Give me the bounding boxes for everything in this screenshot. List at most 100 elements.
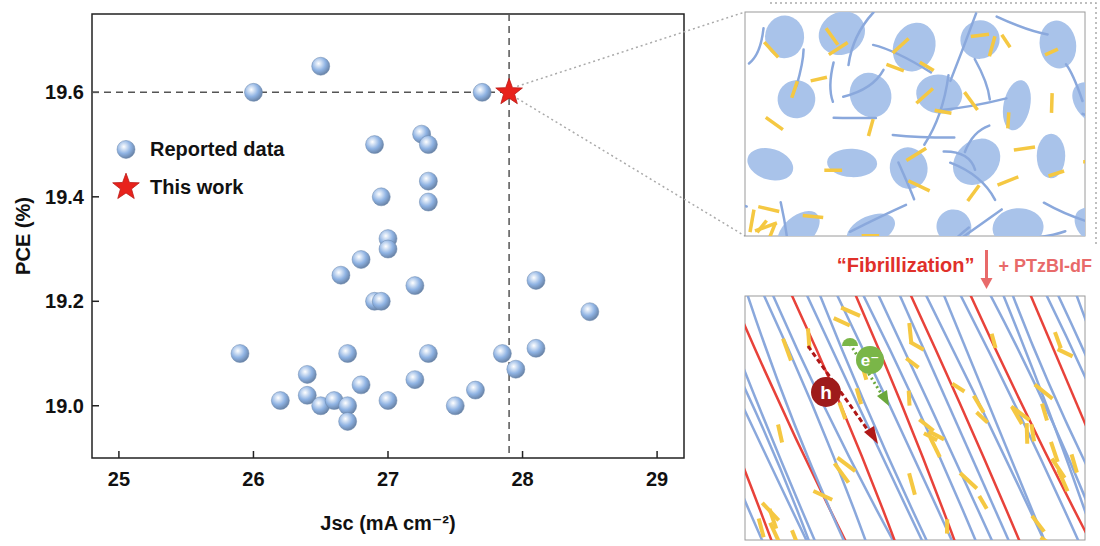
aggregate <box>770 203 827 236</box>
polymer-chain <box>997 17 1048 35</box>
polymer-fibril <box>771 296 895 540</box>
hole-label: h <box>820 382 832 403</box>
scatter-point <box>419 136 437 154</box>
acceptor-rod <box>1006 112 1010 128</box>
acceptor-rod <box>977 412 988 422</box>
polymer-chain <box>1083 114 1085 132</box>
acceptor-rod <box>1035 384 1053 398</box>
acceptor-rod <box>758 207 779 212</box>
polymer-chain <box>950 13 976 81</box>
polymer-chain <box>1066 64 1083 101</box>
acceptor-rod <box>979 496 986 509</box>
acceptor-rod <box>989 36 995 56</box>
acceptor-rod <box>766 117 783 129</box>
polymer-chain <box>843 70 883 97</box>
x-tick-label: 27 <box>377 468 399 490</box>
aggregate <box>773 75 821 123</box>
scatter-point <box>339 412 357 430</box>
legend-label: Reported data <box>150 138 285 160</box>
scatter-point <box>419 345 437 363</box>
x-tick <box>253 451 255 458</box>
scatter-point <box>271 392 289 410</box>
acceptor-rod <box>910 342 924 350</box>
zoom-line <box>517 12 745 86</box>
acceptor-rod <box>908 181 929 191</box>
scatter-point <box>419 172 437 190</box>
acceptor-rod <box>945 519 949 533</box>
scatter-point <box>406 371 424 389</box>
acceptor-rod <box>1045 49 1058 55</box>
plot-area <box>92 14 599 458</box>
acceptor-rod <box>1049 171 1065 176</box>
acceptor-rod <box>1025 423 1030 444</box>
scatter-point <box>332 266 350 284</box>
acceptor-rod <box>759 519 764 538</box>
scatter-point <box>244 83 262 101</box>
scatter-point <box>473 83 491 101</box>
y-tick <box>92 405 99 407</box>
acceptor-rod <box>857 388 862 404</box>
scatter-point <box>366 136 384 154</box>
polymer-fibril <box>988 296 1085 540</box>
acceptor-rod <box>834 318 850 325</box>
polymer-chain <box>781 202 789 236</box>
acceptor-rod <box>992 334 996 348</box>
polymer-chain <box>830 62 833 101</box>
polymer-chain <box>1044 203 1085 228</box>
scatter-point <box>379 392 397 410</box>
polymer-chain <box>954 209 1002 236</box>
acceptor-rod <box>826 28 838 44</box>
x-tick-label: 25 <box>108 468 130 490</box>
scatter-point <box>507 360 525 378</box>
scatter-point <box>446 397 464 415</box>
scatter-point <box>493 345 511 363</box>
scatter-point <box>312 57 330 75</box>
electron-label: e⁻ <box>861 351 879 370</box>
legend-label: This work <box>150 176 244 198</box>
polymer-chain <box>749 28 764 63</box>
x-tick <box>522 451 524 458</box>
acceptor-rod <box>1083 160 1085 164</box>
acceptor-rod <box>906 148 926 160</box>
acceptor-rod <box>750 210 754 232</box>
x-tick-label: 28 <box>511 468 533 490</box>
polymer-chain <box>975 59 990 100</box>
acceptor-rod <box>783 339 791 361</box>
polymer-fibril <box>1056 296 1085 540</box>
electron <box>856 346 884 374</box>
acceptor-rod <box>906 358 918 367</box>
aggregate <box>913 71 965 116</box>
acceptor-rod <box>909 473 915 495</box>
exciton-split <box>842 338 858 346</box>
acceptor-rod <box>971 34 989 36</box>
legend-marker <box>117 140 135 158</box>
aggregate <box>999 78 1035 133</box>
acceptor-rod <box>1002 35 1010 47</box>
y-axis-title: PCE (%) <box>12 197 34 275</box>
y-tick-label: 19.2 <box>45 290 84 312</box>
panel-before <box>745 12 1085 236</box>
acceptor-rod <box>1052 459 1065 478</box>
acceptor-rod <box>952 384 964 392</box>
y-tick-label: 19.0 <box>45 395 84 417</box>
y-tick-label: 19.4 <box>45 186 85 208</box>
polymer-chain <box>893 135 955 138</box>
legend-marker <box>113 173 140 198</box>
polymer-fibril <box>1002 296 1085 540</box>
x-tick-label: 29 <box>646 468 668 490</box>
aggregate <box>842 65 899 124</box>
scatter-point <box>372 188 390 206</box>
acceptor-rod <box>1011 406 1029 420</box>
acceptor-rod <box>792 530 801 540</box>
polymer-fibril <box>877 296 995 540</box>
aggregate <box>1037 134 1066 179</box>
polymer-chain <box>873 45 931 73</box>
polymer-chain <box>965 126 989 152</box>
acceptor-rod <box>1014 147 1035 150</box>
polymer-fibril <box>1075 296 1085 540</box>
acceptor-rod <box>813 491 832 500</box>
acceptor-rod <box>837 458 855 472</box>
acceptor-rod <box>1042 404 1047 421</box>
acceptor-rod <box>964 92 977 110</box>
zoom-line <box>517 98 745 236</box>
